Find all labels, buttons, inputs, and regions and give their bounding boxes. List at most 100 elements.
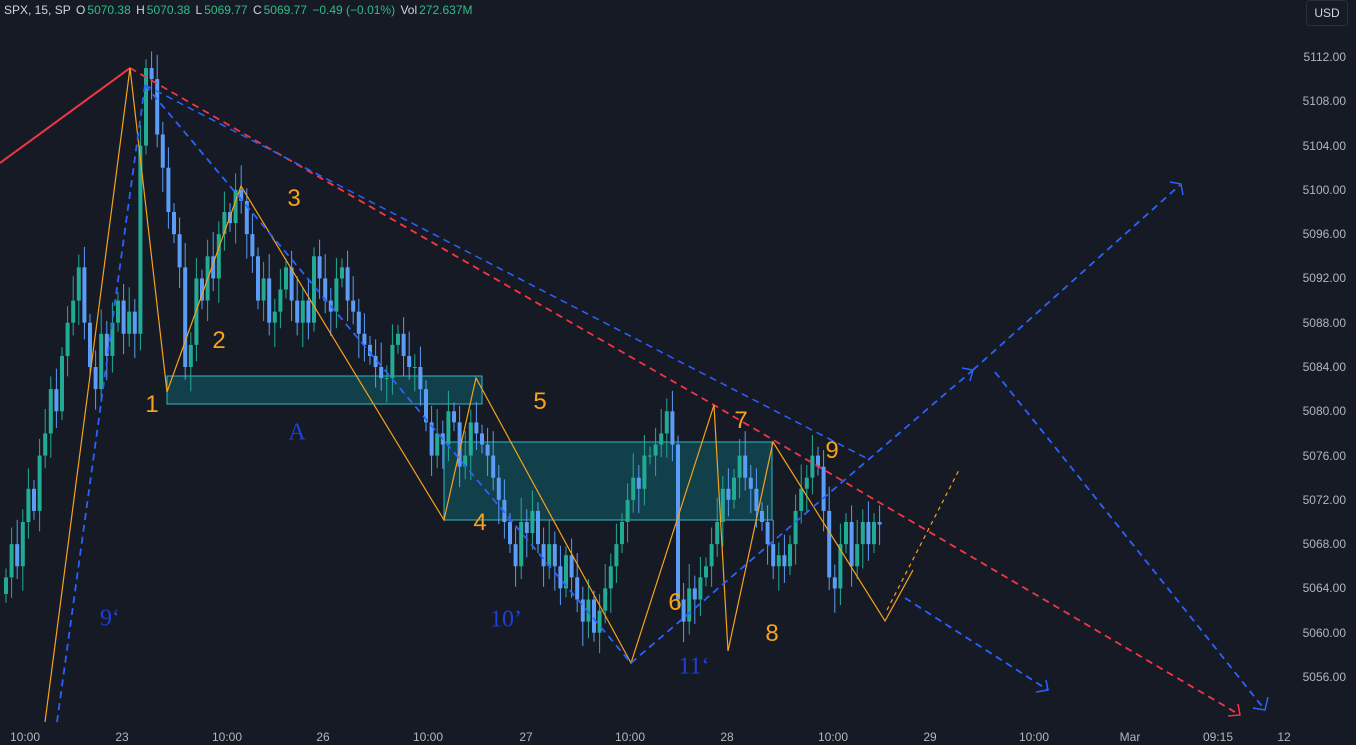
candle [43, 409, 48, 469]
candle [872, 513, 876, 553]
candle [793, 494, 798, 565]
candle [54, 368, 59, 428]
arrow-head-mid[interactable] [961, 367, 974, 382]
candle [804, 464, 809, 514]
red-trend-line[interactable] [0, 67, 131, 164]
wave-label-blue[interactable]: 11‘ [678, 653, 710, 680]
candle [412, 354, 417, 392]
wave-label-orange[interactable]: 8 [765, 620, 779, 647]
candle [743, 431, 748, 491]
time-tick-label: 12 [1277, 730, 1291, 744]
time-tick-label: 10:00 [9, 730, 41, 744]
wave-label-orange[interactable]: 3 [287, 185, 301, 212]
candle [144, 59, 148, 155]
candle [771, 519, 776, 580]
price-tick-label: 5112.00 [1303, 50, 1347, 64]
candle [463, 431, 468, 480]
candle [709, 527, 714, 587]
currency-button[interactable]: USD [1306, 0, 1348, 26]
candle [200, 269, 204, 310]
arrow-head-down[interactable] [1252, 696, 1269, 711]
candle [239, 165, 244, 214]
candle [659, 409, 664, 458]
orange-projection[interactable] [886, 467, 961, 611]
candle [670, 390, 675, 462]
candle [48, 376, 53, 458]
candle [233, 173, 238, 244]
wave-label-orange[interactable]: 6 [668, 589, 682, 616]
candle [256, 247, 260, 310]
wave-label-blue[interactable]: 10’ [490, 606, 522, 633]
price-chart[interactable] [0, 0, 1290, 745]
candle [60, 347, 64, 421]
wave-label-orange[interactable]: 5 [533, 388, 547, 415]
ohlc-legend: SPX, 15, SP O 5070.38 H 5070.38 L 5069.77 C… [4, 3, 475, 17]
candle [429, 405, 434, 477]
candle [452, 402, 456, 432]
candle [76, 254, 81, 325]
candle [177, 217, 182, 288]
candle [379, 342, 384, 391]
candle [300, 287, 305, 348]
candle [340, 258, 344, 288]
candle [155, 54, 160, 148]
blue-channel-lower[interactable] [630, 369, 974, 664]
low-value: 5069.77 [204, 3, 248, 17]
wave-label-orange[interactable]: 9 [825, 437, 839, 464]
candle [816, 446, 820, 476]
low-label: L [195, 3, 203, 17]
blue-down-projection[interactable] [994, 371, 1266, 711]
symbol-label[interactable]: SPX, 15, SP [4, 3, 71, 17]
price-tick-label: 5068.00 [1302, 537, 1346, 552]
candle [216, 221, 221, 303]
candle [860, 509, 865, 569]
arrow-head-up[interactable] [1169, 181, 1184, 196]
candle [20, 509, 25, 591]
price-tick-label: 5064.00 [1302, 581, 1346, 596]
candle [625, 483, 630, 543]
candle [631, 453, 636, 513]
candle [116, 291, 120, 332]
arrow-head-red[interactable] [1227, 703, 1241, 717]
candle [519, 497, 524, 580]
price-tick-label: 5104.00 [1302, 138, 1346, 153]
blue-parallel-line[interactable] [144, 84, 871, 461]
candle [250, 213, 255, 273]
wave-label-blue[interactable]: 9‘ [100, 605, 120, 632]
wave-label-orange[interactable]: 2 [212, 327, 226, 354]
candle [356, 298, 361, 359]
arrow-head-small[interactable] [1035, 679, 1049, 693]
candle [334, 257, 339, 329]
candle [26, 468, 31, 539]
candle [345, 250, 350, 322]
blue-small-projection[interactable] [904, 597, 1049, 691]
candle [390, 324, 395, 395]
wave-label-orange[interactable]: 1 [145, 391, 159, 418]
wave-label-orange[interactable]: 7 [734, 407, 748, 434]
candle [799, 464, 804, 524]
blue-upper-projection[interactable] [972, 184, 1181, 371]
candle [272, 298, 277, 348]
blue-channel-upper[interactable] [144, 84, 632, 664]
volume-label: Vol [400, 3, 418, 17]
candle [698, 556, 703, 617]
wave-label-blue[interactable]: A [288, 419, 306, 446]
candle [149, 51, 154, 100]
time-tick-label: 27 [519, 730, 533, 744]
price-tick-label: 5088.00 [1302, 315, 1346, 330]
candle [396, 324, 400, 354]
time-tick-label: Mar [1119, 730, 1141, 744]
candle [289, 250, 294, 322]
wave-label-orange[interactable]: 4 [473, 509, 487, 536]
chart-area[interactable] [0, 0, 1290, 745]
candle [664, 398, 669, 458]
candle [104, 321, 109, 381]
high-label: H [136, 3, 145, 17]
candle [362, 313, 367, 362]
supply-zone-a[interactable] [166, 375, 483, 405]
candle [608, 553, 613, 613]
candle [4, 568, 8, 603]
candle [37, 438, 42, 532]
orange-wave-path[interactable] [44, 67, 914, 723]
candle [71, 276, 76, 336]
